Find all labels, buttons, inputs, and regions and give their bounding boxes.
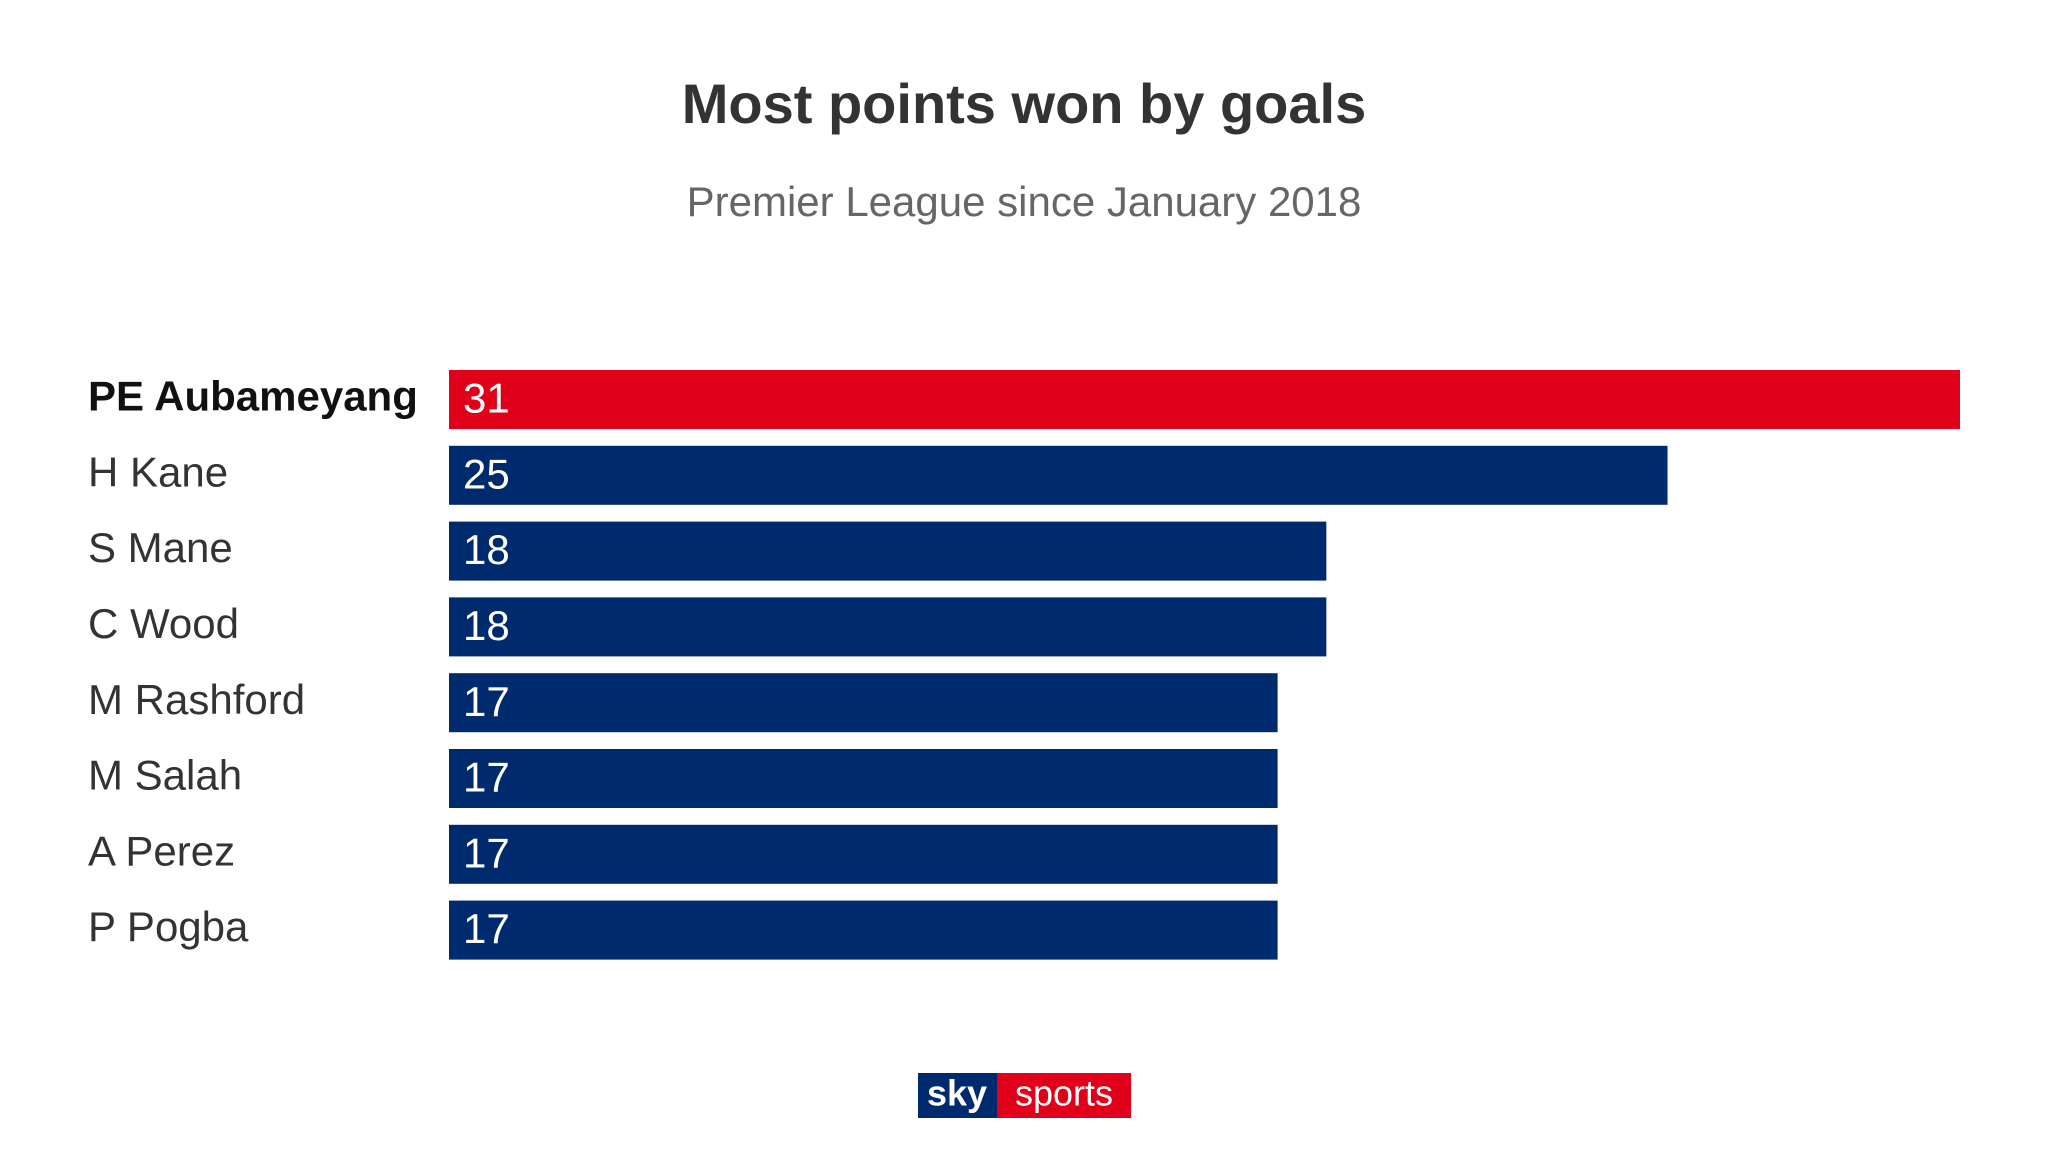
value-label: 17 xyxy=(463,754,510,801)
category-label: S Mane xyxy=(88,524,233,571)
category-label: A Perez xyxy=(88,827,235,874)
logo-sky-box xyxy=(918,1073,997,1118)
category-label: C Wood xyxy=(88,600,239,647)
bar xyxy=(449,749,1278,808)
bar xyxy=(449,900,1278,960)
logo: sky sports xyxy=(918,1073,1131,1118)
logo-brand: sky xyxy=(927,1073,987,1114)
value-label: 17 xyxy=(463,905,510,952)
logo-product: sports xyxy=(1015,1073,1113,1114)
value-label: 17 xyxy=(463,829,510,876)
category-label: P Pogba xyxy=(88,903,249,950)
bar xyxy=(449,597,1327,657)
value-label: 31 xyxy=(463,375,510,422)
logo-sports-box xyxy=(997,1073,1131,1118)
chart-subtitle: Premier League since January 2018 xyxy=(687,178,1362,225)
bar xyxy=(449,521,1327,581)
bar xyxy=(449,673,1278,733)
category-label: M Rashford xyxy=(88,676,305,723)
value-label: 18 xyxy=(463,526,510,573)
bar xyxy=(449,370,1960,429)
category-label: M Salah xyxy=(88,752,242,799)
bar xyxy=(449,445,1668,505)
chart-title: Most points won by goals xyxy=(682,72,1366,135)
category-label: PE Aubameyang xyxy=(88,373,418,420)
value-label: 25 xyxy=(463,450,510,497)
bar xyxy=(449,824,1278,884)
value-label: 18 xyxy=(463,602,510,649)
category-label: H Kane xyxy=(88,448,228,495)
value-label: 17 xyxy=(463,678,510,725)
